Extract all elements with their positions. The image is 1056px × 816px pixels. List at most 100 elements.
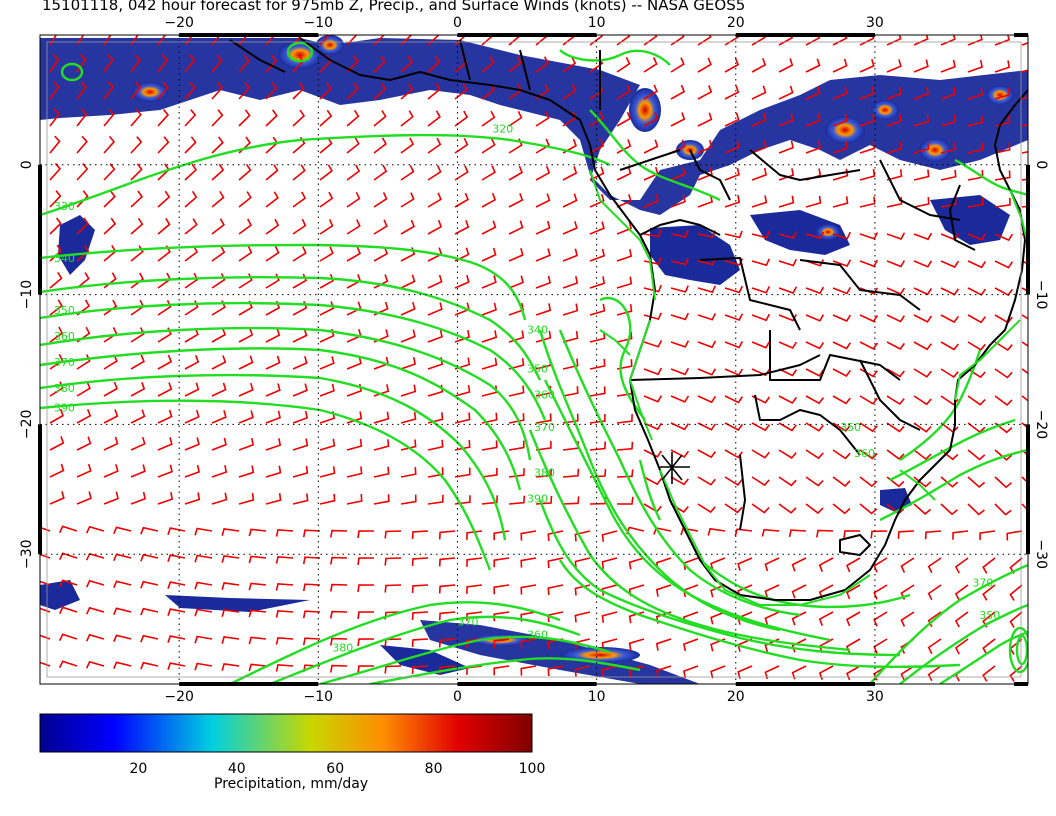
- wind-barb: [616, 221, 632, 235]
- wind-barb: [85, 579, 105, 588]
- wind-barb: [493, 584, 510, 595]
- wind-barb: [508, 165, 524, 181]
- wind-barb: [805, 259, 825, 267]
- wind-barb: [886, 260, 906, 268]
- wind-barb: [707, 527, 726, 536]
- wind-barb: [994, 197, 1011, 208]
- wind-barb: [913, 449, 932, 461]
- wind-barb: [130, 136, 143, 154]
- wind-barb: [400, 274, 416, 289]
- wind-barb: [157, 409, 173, 424]
- wind-barb: [913, 59, 929, 73]
- wind-barb: [1009, 584, 1023, 601]
- wind-barb: [697, 257, 716, 266]
- wind-barb: [547, 584, 564, 596]
- wind-barb: [373, 494, 390, 505]
- wind-barb: [886, 86, 902, 100]
- wind-barb: [292, 82, 305, 100]
- wind-barb: [265, 246, 280, 262]
- wind-barb: [628, 557, 645, 570]
- wind-barb: [535, 330, 552, 343]
- wind-barb: [751, 58, 767, 73]
- wind-barb: [562, 413, 579, 424]
- wind-barb: [751, 286, 771, 294]
- wind-barb: [589, 111, 604, 127]
- wind-barb: [49, 381, 64, 397]
- wind-barb: [670, 476, 689, 486]
- lon-tick-label-top: 20: [727, 15, 745, 31]
- wind-barb: [103, 299, 118, 316]
- wind-barb: [184, 190, 198, 208]
- wind-barb: [481, 192, 497, 208]
- wind-barb: [601, 665, 618, 677]
- wind-barb: [248, 582, 267, 591]
- wind-barb: [562, 330, 579, 343]
- wind-barb: [411, 665, 429, 674]
- wind-barb: [194, 662, 213, 671]
- wind-barb: [778, 341, 798, 350]
- wind-barb: [330, 610, 348, 619]
- wind-barb: [616, 56, 631, 73]
- contour-label: 380: [332, 642, 353, 655]
- wind-barb: [319, 383, 335, 397]
- wind-barb: [913, 169, 930, 181]
- wind-barb: [113, 580, 132, 589]
- wind-barb: [346, 55, 359, 73]
- wind-barb: [670, 84, 686, 100]
- wind-barb: [373, 466, 390, 478]
- wind-barb: [697, 313, 717, 321]
- wind-barb: [76, 35, 85, 46]
- wind-barb: [248, 528, 267, 537]
- wind-barb: [130, 354, 145, 370]
- wind-barb: [427, 467, 444, 478]
- wind-barb: [184, 409, 200, 424]
- wind-barb: [157, 35, 167, 46]
- wind-barb: [778, 449, 797, 459]
- wind-barb: [913, 197, 930, 208]
- wind-barb: [400, 110, 414, 127]
- wind-barb: [778, 286, 798, 294]
- wind-barb: [319, 82, 332, 100]
- wind-barb: [319, 246, 334, 262]
- lat-lon-grid: [40, 35, 1028, 684]
- wind-barb: [832, 259, 852, 267]
- wind-barb: [859, 503, 878, 515]
- wind-barb: [346, 191, 361, 208]
- wind-barb: [845, 665, 861, 681]
- wind-barb: [535, 275, 552, 289]
- wind-barb: [616, 111, 631, 127]
- lon-tick-label-bottom: 30: [866, 689, 884, 705]
- wind-barb: [859, 368, 879, 378]
- wind-barb: [411, 557, 429, 566]
- wind-barb: [574, 557, 591, 569]
- wind-barb: [1021, 422, 1028, 430]
- wind-barb: [697, 194, 714, 208]
- wind-barb: [275, 582, 294, 591]
- wind-barb: [238, 163, 252, 181]
- wind-barb: [832, 503, 851, 515]
- wind-barb: [275, 555, 294, 564]
- wind-barb: [58, 552, 78, 561]
- wind-barb: [589, 441, 606, 451]
- wind-barb: [140, 634, 159, 643]
- wind-barb: [643, 422, 663, 431]
- wind-barb: [1021, 42, 1028, 46]
- wind-barb: [466, 557, 483, 567]
- wind-barb: [778, 35, 794, 46]
- wind-barb: [927, 584, 942, 601]
- wind-barb: [454, 192, 470, 208]
- wind-barb: [952, 530, 969, 540]
- contour-label: 320: [492, 122, 513, 135]
- wind-barb: [58, 579, 78, 588]
- wind-barb: [832, 113, 848, 127]
- wind-barb: [265, 35, 276, 46]
- lon-tick-label-top: 0: [453, 15, 462, 31]
- wind-barb: [373, 219, 388, 235]
- wind-barb: [357, 584, 375, 593]
- wind-barb: [130, 81, 142, 100]
- wind-barb: [913, 141, 930, 154]
- wind-barb: [238, 437, 255, 451]
- wind-barb: [805, 503, 824, 515]
- wind-barb: [737, 665, 753, 679]
- wind-barb: [292, 109, 306, 127]
